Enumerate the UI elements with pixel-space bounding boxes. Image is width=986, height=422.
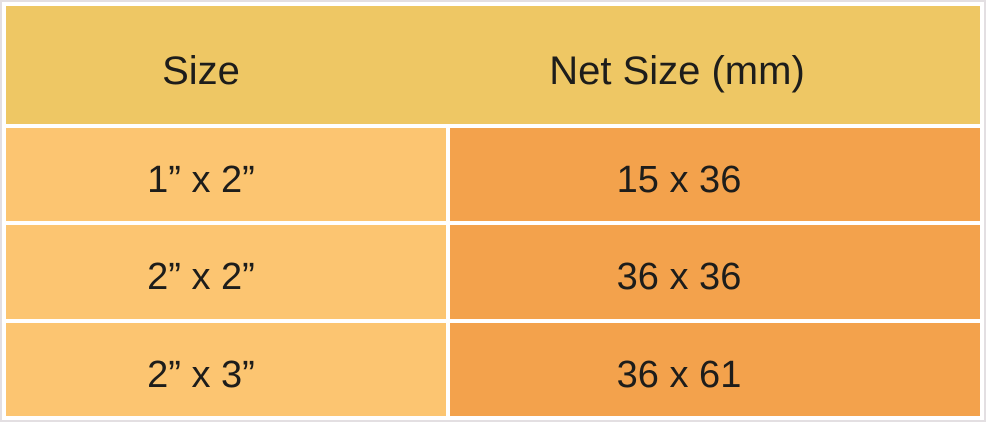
size-value: 2” x 2” xyxy=(147,256,255,299)
net-size-value: 36 x 61 xyxy=(616,353,742,396)
size-value: 1” x 2” xyxy=(147,159,255,202)
net-size-value: 36 x 36 xyxy=(616,256,742,299)
cell-size-row1: 1” x 2” xyxy=(6,128,446,222)
cell-net-size-row2: 36 x 36 xyxy=(450,225,980,319)
cell-net-size-row1: 15 x 36 xyxy=(450,128,980,222)
size-conversion-table: Size Net Size (mm) 1” x 2” 15 x 36 2” x … xyxy=(6,6,980,416)
column-header-net-size: Net Size (mm) xyxy=(549,48,805,93)
header-row: Size Net Size (mm) xyxy=(6,6,980,124)
table-row: 1” x 2” 15 x 36 xyxy=(6,128,980,222)
column-header-size: Size xyxy=(162,48,240,93)
net-size-value: 15 x 36 xyxy=(616,159,742,202)
cell-size-row2: 2” x 2” xyxy=(6,225,446,319)
size-value: 2” x 3” xyxy=(147,353,255,396)
table-row: 2” x 2” 36 x 36 xyxy=(6,225,980,319)
table-row: 2” x 3” 36 x 61 xyxy=(6,322,980,416)
cell-net-size-row3: 36 x 61 xyxy=(450,322,980,416)
cell-size-row3: 2” x 3” xyxy=(6,322,446,416)
header-cell-size: Size xyxy=(6,6,446,124)
header-cell-net-size: Net Size (mm) xyxy=(446,6,980,124)
